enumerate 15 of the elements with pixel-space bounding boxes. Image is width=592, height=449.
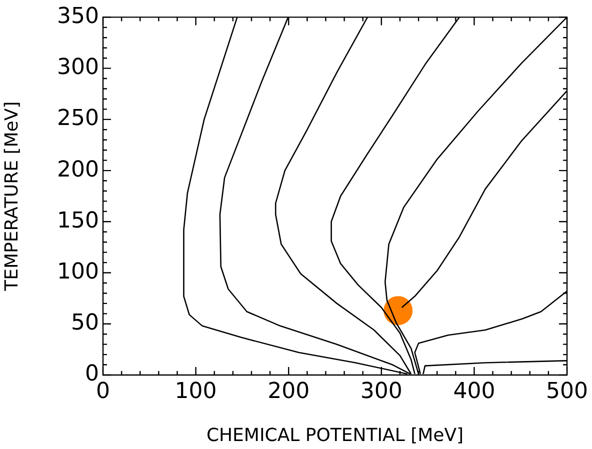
x-tick-label: 400 [453, 378, 496, 404]
y-tick-label: 200 [57, 157, 99, 182]
y-tick-label: 350 [57, 4, 99, 29]
x-tick-label: 500 [546, 378, 588, 404]
y-tick-label: 100 [57, 259, 99, 284]
x-tick-label: 200 [268, 378, 310, 404]
x-tick-label: 100 [174, 378, 217, 404]
x-tick-label: 300 [360, 378, 402, 404]
y-tick-label: 0 [85, 362, 99, 387]
y-tick-label: 150 [57, 208, 99, 234]
y-tick-label: 300 [57, 55, 99, 80]
y-tick-label: 250 [57, 106, 99, 132]
y-axis-title: TEMPERATURE [MeV] [1, 101, 22, 292]
x-axis-title: CHEMICAL POTENTIAL [MeV] [206, 424, 464, 446]
y-tick-label: 50 [71, 310, 99, 336]
